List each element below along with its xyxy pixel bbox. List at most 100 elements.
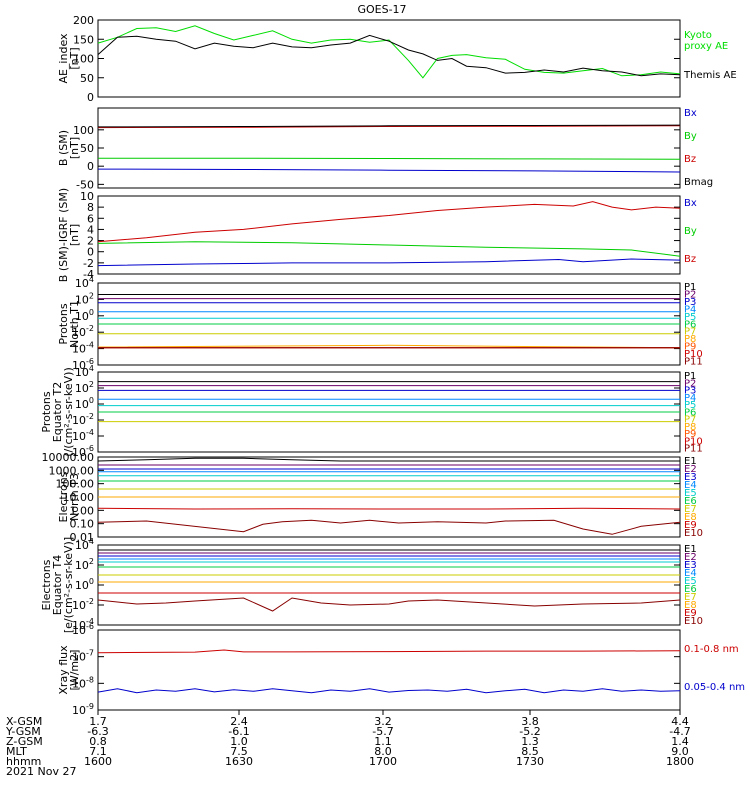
legend-entry: E7 — [684, 504, 697, 515]
ephemeris-value: 1.4 — [671, 735, 689, 748]
y-axis-label: B (SM) — [57, 130, 70, 166]
legend-entry: E5 — [684, 488, 697, 499]
y-tick-label: 102 — [75, 557, 94, 572]
ephemeris-value: 8.0 — [374, 745, 392, 758]
ephemeris-value: -6.1 — [228, 725, 249, 738]
ephemeris-table: X-GSM 1.7 2.4 3.2 3.8 4.4 Y-GSM -6.3 -6.1 -5.7 -5.… — [5, 710, 694, 778]
ephemeris-value: 1700 — [369, 755, 397, 768]
y-tick-label: 100.00 — [56, 478, 95, 491]
y-tick-label: 1000.00 — [49, 464, 95, 477]
legend-entry: P8 — [684, 422, 696, 433]
ephemeris-row-label: MLT — [6, 745, 27, 758]
ephemeris-value: 9.0 — [671, 745, 689, 758]
series-line — [98, 157, 681, 160]
series-line — [97, 519, 681, 535]
y-tick-label: 0.10 — [70, 518, 95, 531]
y-axis-label: B (SM)-IGRF (SM) — [57, 188, 70, 282]
legend-entry: E3 — [684, 560, 697, 571]
y-tick-label: 0 — [87, 160, 94, 173]
legend-entry: E8 — [684, 600, 697, 611]
ephemeris-value: 0.8 — [89, 735, 107, 748]
y-tick-label: 10-2 — [72, 597, 94, 612]
y-tick-label: 102 — [75, 380, 94, 395]
series-line — [97, 34, 681, 77]
ephemeris-value: 8.5 — [521, 745, 539, 758]
y-axis-label: Equator T2 — [51, 382, 64, 442]
panel-frame — [97, 195, 681, 275]
legend-entry: Bmag — [684, 177, 713, 188]
legend-entry: Bz — [684, 254, 696, 265]
legend-entry: 0.05-0.4 nm — [684, 682, 745, 693]
legend-entry: P9 — [684, 429, 696, 440]
legend-entry: E9 — [684, 520, 697, 531]
legend-entry: P11 — [684, 357, 703, 368]
y-tick-label: 10 — [80, 190, 94, 203]
y-tick-label: 150 — [73, 33, 94, 46]
y-axis-label: [nT] — [68, 224, 81, 246]
panel-frame — [97, 107, 681, 189]
y-tick-label: 10-4 — [72, 617, 94, 632]
series-line — [97, 457, 680, 462]
series-line — [97, 125, 681, 129]
legend-entry: E5 — [684, 576, 697, 587]
series-line — [97, 25, 681, 79]
ephemeris-value: -4.7 — [669, 725, 690, 738]
y-tick-label: 10-6 — [72, 444, 94, 459]
y-tick-label: 104 — [75, 275, 94, 290]
y-tick-label: 10-8 — [72, 675, 94, 690]
panel-frame — [97, 19, 681, 98]
legend-entry: P7 — [684, 415, 696, 426]
legend-entry: P5 — [684, 312, 696, 323]
legend-entry: P3 — [684, 386, 696, 397]
legend-entry: P2 — [684, 378, 696, 389]
series-line — [97, 688, 681, 694]
y-tick-label: 10-6 — [72, 357, 94, 372]
legend-entry: 0.1-0.8 nm — [684, 644, 739, 655]
y-tick-label: 2 — [87, 235, 94, 248]
y-axis-label: Electrons — [57, 471, 70, 522]
y-tick-label: 100 — [75, 577, 94, 592]
ephemeris-row-label: hhmm — [6, 755, 41, 768]
y-tick-label: 104 — [75, 537, 94, 552]
ephemeris-value: 4.4 — [671, 715, 689, 728]
y-axis-label: Equator T4 — [51, 555, 64, 615]
ephemeris-value: -6.3 — [87, 725, 108, 738]
legend-entry: E6 — [684, 496, 697, 507]
y-tick-label: 50 — [80, 142, 94, 155]
y-tick-label: 10-2 — [72, 324, 94, 339]
y-tick-label: 10-2 — [72, 412, 94, 427]
legend-entry: E9 — [684, 608, 697, 619]
y-tick-label: 102 — [75, 291, 94, 306]
y-tick-label: 50 — [80, 72, 94, 85]
ephemeris-value: 1.7 — [89, 715, 107, 728]
y-tick-label: 10-7 — [72, 649, 94, 664]
y-tick-label: 10000.00 — [42, 451, 95, 464]
ephemeris-row-label: Y-GSM — [5, 725, 41, 738]
legend-entry: P11 — [684, 444, 703, 455]
ephemeris-value: -5.2 — [519, 725, 540, 738]
y-tick-label: 100 — [75, 308, 94, 323]
legend-entry: Bz — [684, 154, 696, 165]
y-axis-label: [nT] — [68, 47, 81, 69]
series-line — [97, 241, 681, 257]
legend-entry: By — [684, 226, 697, 237]
legend-entry: P1 — [684, 371, 696, 382]
ephemeris-value: 3.8 — [521, 715, 539, 728]
legend-entry: Kyoto — [684, 30, 712, 41]
legend-entry: E3 — [684, 472, 697, 483]
series-line — [97, 344, 681, 349]
ephemeris-value: 1600 — [84, 755, 112, 768]
y-tick-label: 0.01 — [70, 531, 95, 544]
y-tick-label: -4 — [83, 268, 94, 281]
y-tick-label: -2 — [83, 257, 94, 270]
legend-entry: P3 — [684, 297, 696, 308]
legend-entry: E6 — [684, 584, 697, 595]
legend-entry: E4 — [684, 568, 697, 579]
